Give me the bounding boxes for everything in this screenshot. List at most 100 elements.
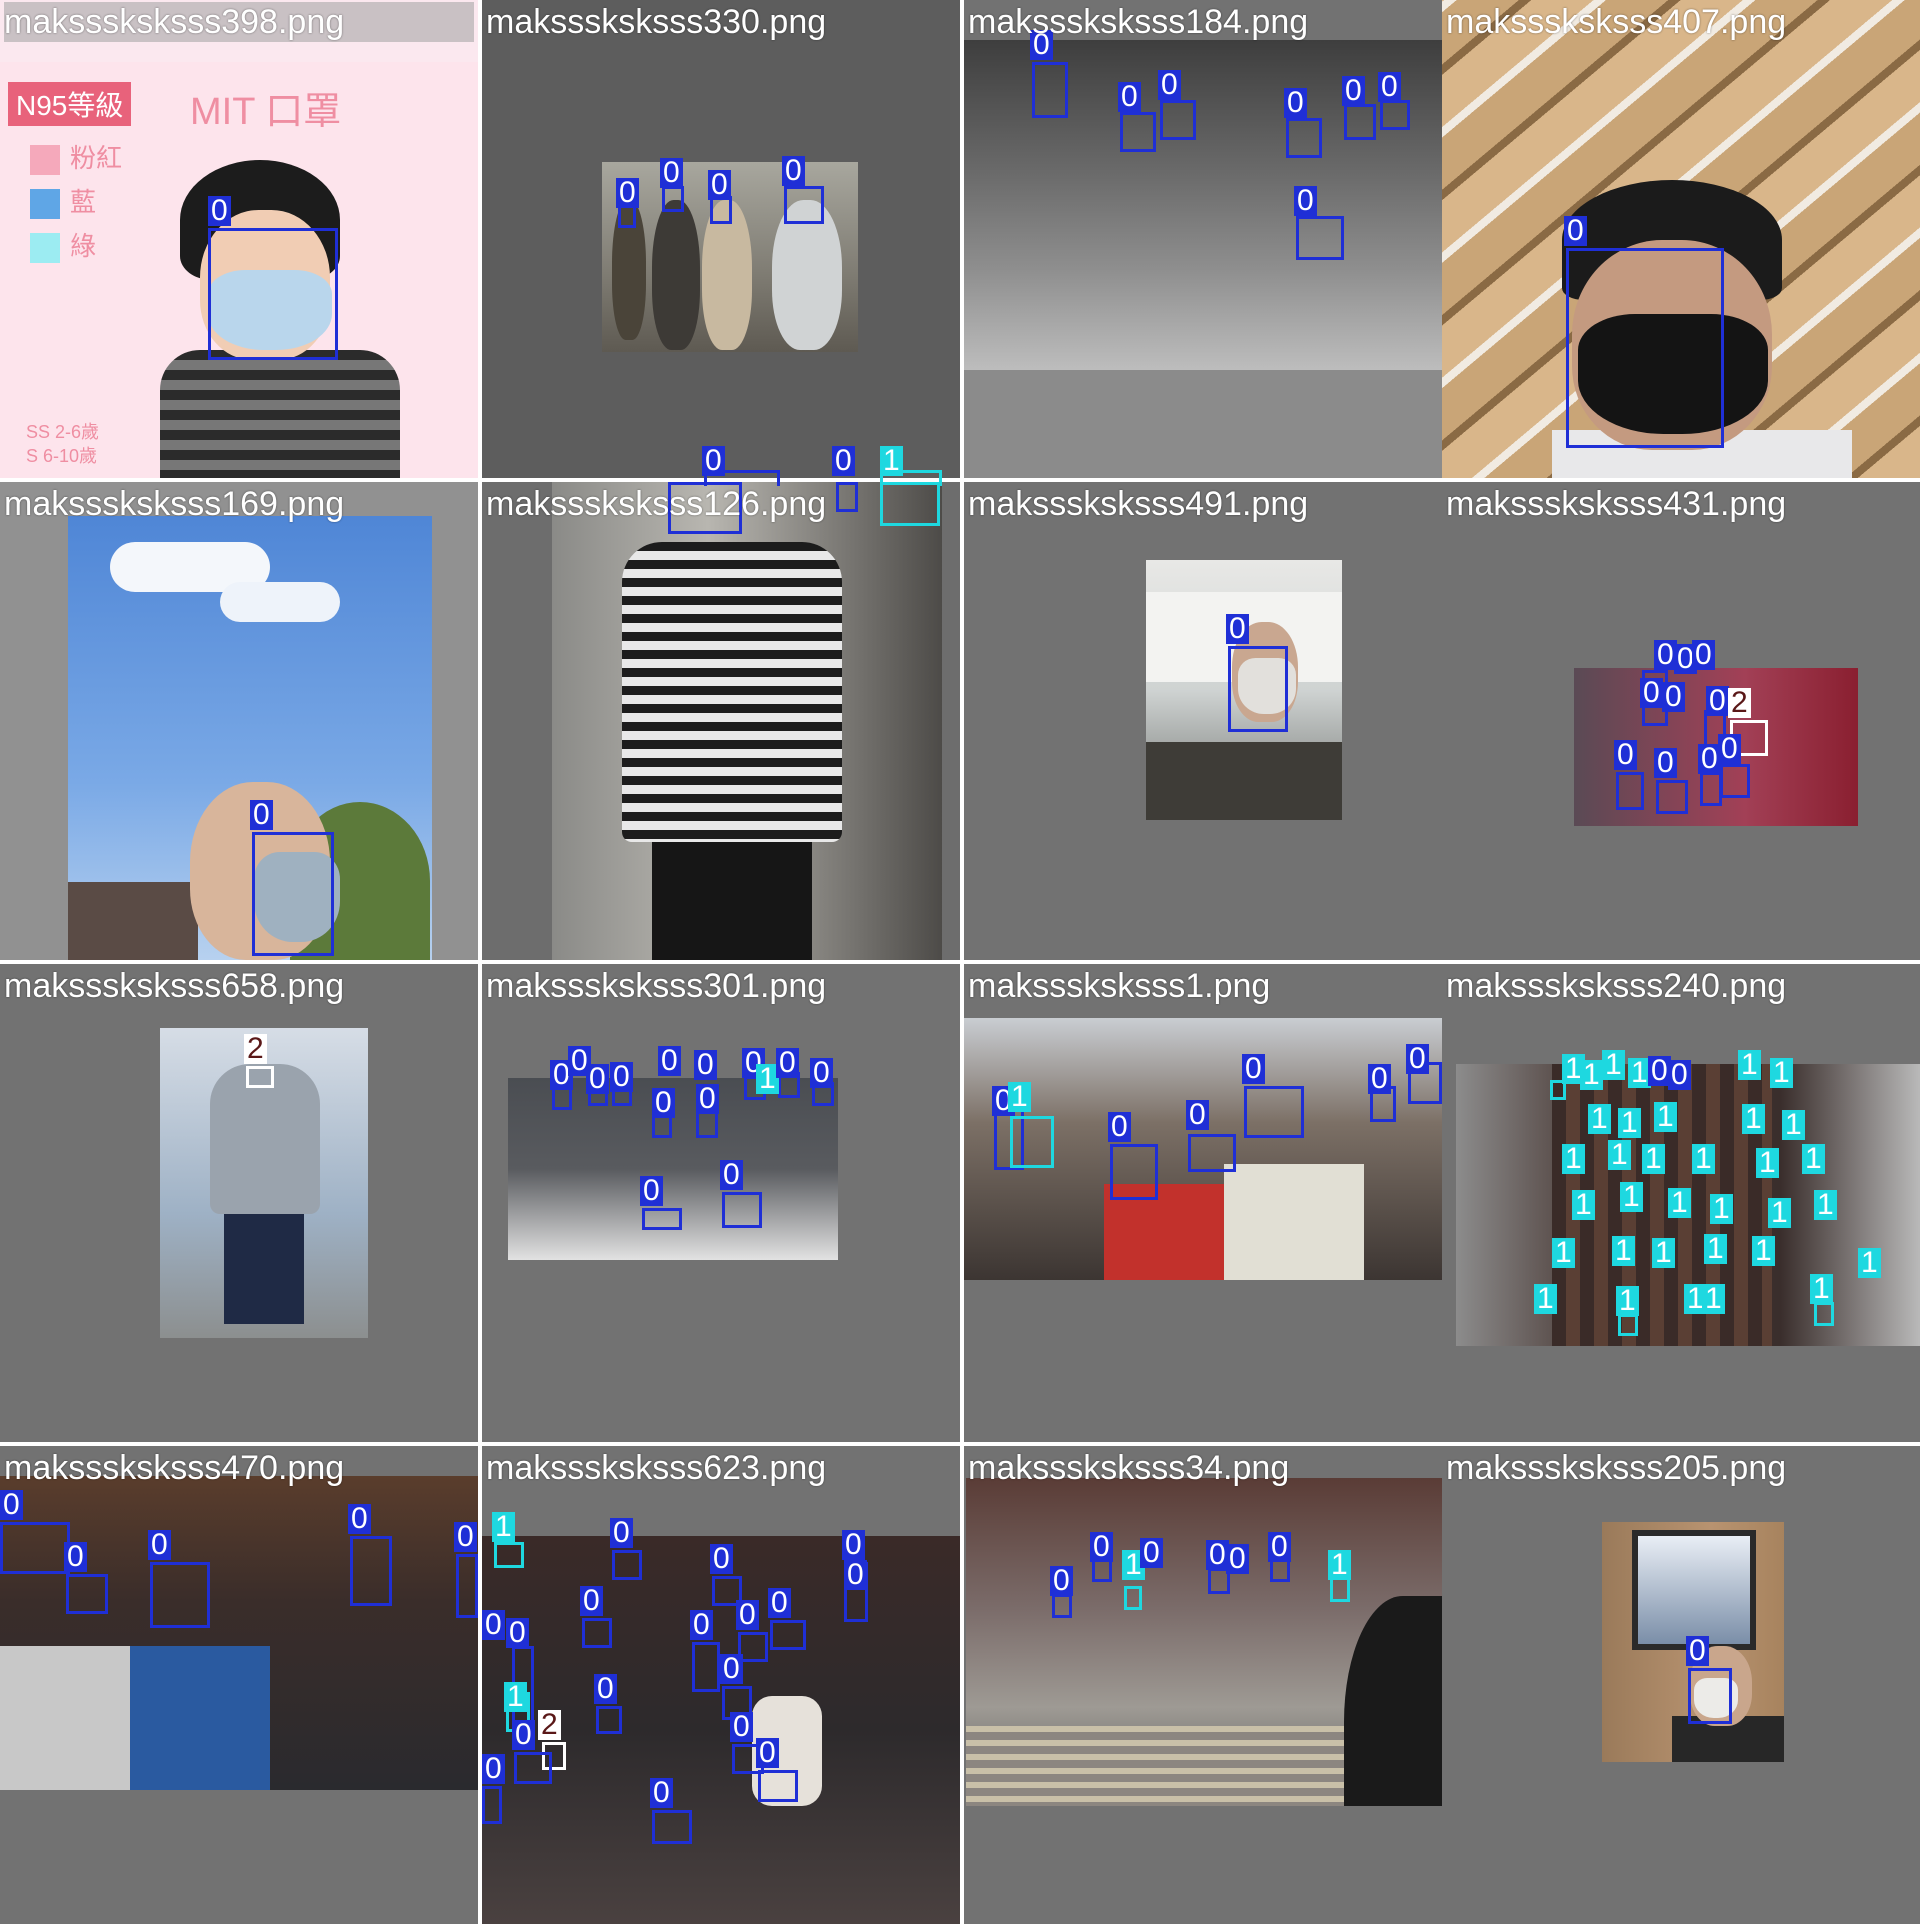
detection-tag: 0 [1294, 186, 1317, 216]
cloud [220, 582, 340, 622]
detection-box [1124, 1586, 1142, 1610]
tile-filename: maksssksksss34.png [968, 1448, 1289, 1488]
tile: N95等級 MIT 口罩 粉紅 藍 綠 SS 2-6歲 S 6-10歲 0 mak… [0, 0, 478, 478]
detection-tag: 0 [640, 1176, 663, 1206]
detection-tag: 0 [782, 156, 805, 186]
tile: 0 maksssksksss205.png [1442, 1446, 1920, 1924]
detection-box [1120, 112, 1156, 152]
legend-blue: 藍 [70, 187, 96, 217]
detection-tag: 0 [694, 1050, 717, 1080]
detection-tag: 1 [1702, 1284, 1725, 1314]
detection-box [66, 1574, 108, 1614]
detection-box [582, 1618, 612, 1648]
detection-box [1344, 104, 1376, 140]
detection-tag: 1 [1562, 1144, 1585, 1174]
detection-tag: 0 [1268, 1532, 1291, 1562]
detection-box [494, 1542, 524, 1568]
detection-tag: 0 [1378, 72, 1401, 102]
detection-tag: 0 [708, 170, 731, 200]
detection-box [1228, 646, 1288, 732]
detection-tag: 1 [1618, 1108, 1641, 1138]
blue-jacket [130, 1646, 270, 1790]
tile: 0 0 0 0 0 maksssksksss470.png [0, 1446, 478, 1924]
tile-filename: maksssksksss184.png [968, 2, 1308, 42]
detection-tag: 1 [1710, 1194, 1733, 1224]
detection-tag: 0 [1226, 1544, 1249, 1574]
detection-tag: 0 [1686, 1636, 1709, 1666]
shirt [1146, 742, 1342, 820]
tile-filename: maksssksksss398.png [4, 2, 474, 42]
detection-tag: 0 [1718, 734, 1741, 764]
detection-tag: 0 [652, 1088, 675, 1118]
detection-box [1110, 1144, 1158, 1200]
legend: 粉紅 藍 綠 [30, 136, 122, 268]
detection-box [1286, 118, 1322, 158]
detection-box [662, 186, 684, 212]
detection-box [722, 1192, 762, 1228]
detection-tag: 0 [1226, 614, 1249, 644]
detection-tag: 0 [506, 1618, 529, 1648]
detection-tag: 0 [1158, 70, 1181, 100]
legend-pink: 粉紅 [70, 143, 122, 173]
detection-tag: 1 [504, 1682, 527, 1712]
detection-tag: 1 [1654, 1102, 1677, 1132]
detection-tag: 1 [1770, 1058, 1793, 1088]
detection-tag: 0 [616, 178, 639, 208]
detection-box [1720, 764, 1750, 798]
detection-tag: 0 [650, 1778, 673, 1808]
tile-filename: maksssksksss169.png [4, 484, 344, 524]
detection-tag: 0 [1640, 678, 1663, 708]
detection-tag: 0 [658, 1046, 681, 1076]
detection-box [252, 832, 334, 956]
detection-tag: 1 [1328, 1550, 1351, 1580]
detection-box [514, 1752, 552, 1784]
pants [652, 842, 812, 960]
detection-tag: 1 [1580, 1060, 1603, 1090]
striped-sweater [622, 542, 842, 842]
detection-tag: 1 [1802, 1144, 1825, 1174]
detection-tag: 1 [1008, 1082, 1031, 1112]
detection-tag: 0 [1692, 640, 1715, 670]
detection-tag: 0 [1284, 88, 1307, 118]
tile: 0 0 0 0 0 0 0 0 0 1 0 0 0 0 maksssksksss… [482, 964, 960, 1442]
detection-tag: 0 [250, 800, 273, 830]
detection-tag: 2 [1728, 688, 1751, 718]
tile-filename: maksssksksss470.png [4, 1448, 344, 1488]
tile: 2 maksssksksss658.png [0, 964, 478, 1442]
detection-box [642, 1208, 682, 1230]
detection-box [1188, 1134, 1236, 1172]
detection-box [1700, 772, 1722, 806]
detection-tag: 0 [580, 1586, 603, 1616]
detection-box [596, 1706, 622, 1734]
detection-box [456, 1554, 478, 1618]
detection-box [612, 1550, 642, 1580]
striped-shirt [160, 350, 400, 478]
detection-box [1616, 772, 1644, 810]
detection-tag: 1 [1768, 1198, 1791, 1228]
detection-tag: 0 [696, 1084, 719, 1114]
detection-box [1566, 248, 1724, 448]
detection-tag: 0 [1242, 1054, 1265, 1084]
detection-tag: 0 [64, 1542, 87, 1572]
person [652, 200, 700, 350]
detection-tag: 0 [1342, 76, 1365, 106]
detection-tag: 1 [1782, 1110, 1805, 1140]
detection-tag: 0 [1368, 1064, 1391, 1094]
detection-tag: 0 [1654, 748, 1677, 778]
detection-tag: 0 [832, 446, 855, 476]
detection-tag: 1 [1668, 1188, 1691, 1218]
detection-box [208, 228, 338, 360]
detection-tag: 0 [610, 1062, 633, 1092]
detection-tag: 0 [512, 1720, 535, 1750]
tile-filename: maksssksksss1.png [968, 966, 1270, 1006]
detection-box [1052, 1594, 1072, 1618]
tile-filename: maksssksksss126.png [486, 484, 826, 524]
detection-box [652, 1810, 692, 1844]
detection-tag: 0 [702, 446, 725, 476]
detection-tag: 0 [810, 1058, 833, 1088]
detection-tag: 0 [1706, 686, 1729, 716]
legend-green: 綠 [70, 231, 96, 261]
detection-box [1160, 100, 1196, 140]
detection-tag: 0 [720, 1654, 743, 1684]
detection-box [1296, 216, 1344, 260]
